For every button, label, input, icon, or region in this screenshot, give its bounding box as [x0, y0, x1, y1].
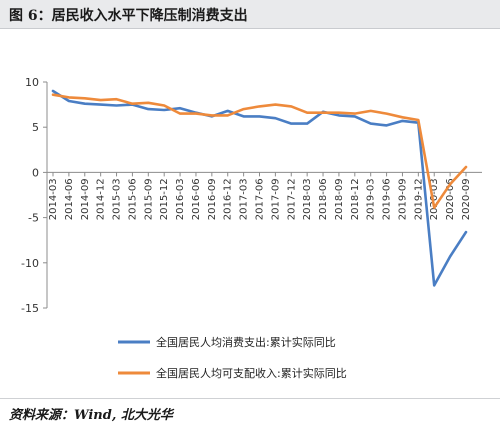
x-tick-label-3: 2014-12 — [96, 178, 107, 220]
footer-divider — [0, 398, 500, 399]
source-note: 资料来源：Wind, 北大光华 — [9, 408, 173, 423]
x-tick-label-12: 2017-03 — [239, 178, 250, 220]
x-tick-label-11: 2016-12 — [223, 178, 234, 220]
y-tick-label-2: 0 — [32, 166, 39, 179]
x-tick-label-9: 2016-06 — [191, 178, 202, 220]
line-chart: 10 5 0 -5 -10 -15 2014-03 2014-06 2014-09 2014-12… — [21, 76, 482, 380]
x-tick-label-23: 2019-12 — [413, 178, 424, 220]
y-tick-label-4: -10 — [21, 257, 39, 270]
x-tick-label-22: 2019-09 — [397, 178, 408, 220]
x-tick-label-26: 2020-09 — [461, 178, 472, 220]
x-tick-label-8: 2016-03 — [175, 178, 186, 220]
legend-label-consumption: 全国居民人均消费支出:累计实际同比 — [156, 335, 336, 349]
y-tick-label-1: 5 — [32, 121, 39, 134]
figure-title: 图 6：居民收入水平下降压制消费支出 — [9, 8, 248, 24]
series-line-consumption — [51, 89, 468, 287]
x-tick-label-24: 2020-03 — [429, 178, 440, 220]
x-tick-label-1: 2014-06 — [64, 178, 75, 220]
x-tick-label-7: 2015-12 — [159, 178, 170, 220]
x-tick-label-13: 2017-06 — [255, 178, 266, 220]
y-tick-label-5: -15 — [21, 302, 39, 315]
x-tick-label-20: 2019-03 — [366, 178, 377, 220]
x-tick-label-25: 2020-06 — [445, 178, 456, 220]
x-tick-label-16: 2018-03 — [302, 178, 313, 220]
x-tick-label-17: 2018-06 — [318, 178, 329, 220]
y-tick-label-0: 10 — [25, 76, 39, 89]
y-tick-label-3: -5 — [28, 212, 39, 225]
x-tick-label-19: 2018-12 — [350, 178, 361, 220]
x-tick-label-14: 2017-09 — [270, 178, 281, 220]
x-tick-label-0: 2014-03 — [48, 178, 59, 220]
series-line-income — [51, 93, 468, 209]
x-tick-label-15: 2017-12 — [286, 178, 297, 220]
figure-header: 图 6：居民收入水平下降压制消费支出 — [0, 0, 500, 29]
x-tick-label-5: 2015-06 — [127, 178, 138, 220]
x-tick-label-21: 2019-06 — [382, 178, 393, 220]
x-tick-label-2: 2014-09 — [80, 178, 91, 220]
x-tick-label-6: 2015-09 — [143, 178, 154, 220]
x-tick-label-4: 2015-03 — [112, 178, 123, 220]
legend-label-income: 全国居民人均可支配收入:累计实际同比 — [156, 366, 347, 380]
x-tick-label-18: 2018-09 — [334, 178, 345, 220]
x-tick-label-10: 2016-09 — [207, 178, 218, 220]
